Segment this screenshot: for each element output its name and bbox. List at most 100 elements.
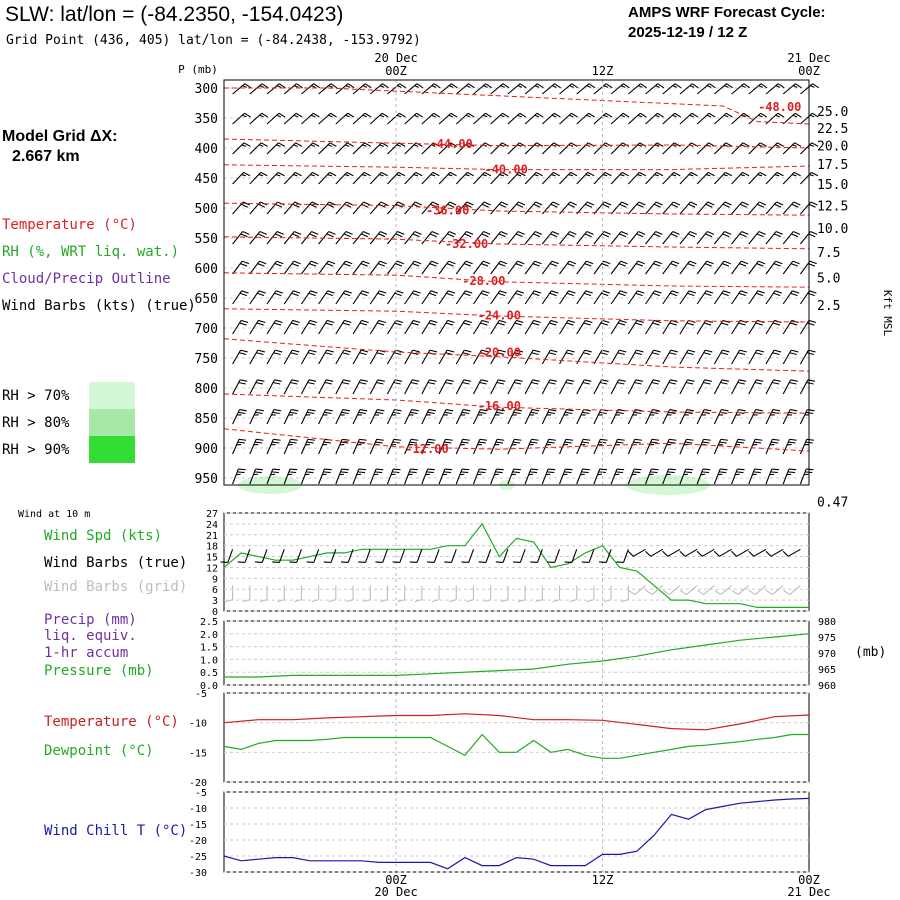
barb-feather [288,471,297,474]
wind-barb [318,468,332,485]
barb-feather [220,561,228,564]
pressure-tick-label: 650 [195,292,218,307]
barb-feather [359,409,368,412]
barb-feather [396,144,402,147]
barb-feather [481,349,489,353]
wind-barb [576,319,593,335]
barb-feather [775,114,780,118]
time-hour-label-bottom: 00Z [385,873,407,887]
barb-feather [446,263,454,267]
barb-feather [686,352,694,356]
barb-feather [295,142,303,147]
barb-feather [582,381,591,385]
barb-staff [524,468,532,485]
surface-wind-barb-true [426,549,440,564]
barb-feather [549,263,558,267]
wind-barb [541,112,561,125]
barb-feather [462,381,470,385]
barb-feather [395,319,404,324]
surface-wind-barb-grid [517,585,526,603]
barb-feather [461,411,470,415]
barb-feather [398,142,406,147]
barb-feather [755,322,763,326]
barb-staff [799,290,810,305]
wind-barb [748,319,765,335]
pressure-tick-label: 980 [818,617,836,628]
wind-barb [662,112,682,125]
barb-staff [232,290,243,305]
barb-feather [342,438,350,441]
barb-staff [261,549,268,563]
barb-staff [249,320,259,335]
barb-staff [318,468,325,485]
barb-feather [583,292,592,297]
barb-feather [243,171,251,177]
barb-feather [635,379,644,382]
barb-feather [775,231,783,235]
wind-barb [490,231,508,245]
barb-feather [239,379,248,382]
barb-feather [599,411,607,415]
barb-feather [807,409,815,412]
barb-staff [455,468,463,485]
barb-staff [731,468,738,485]
barb-feather [377,322,385,326]
barb-feather [293,260,301,265]
barb-feather [535,599,543,603]
barb-feather [669,292,678,297]
barb-feather [463,379,471,382]
barb-staff [490,201,502,215]
pressure-tick-label: 400 [195,142,218,157]
wind-barb [593,83,613,95]
barb-feather [668,381,677,385]
barb-feather [309,203,317,208]
barb-feather [599,561,607,564]
barb-staff [468,549,475,563]
barb-feather [552,231,560,235]
barb-feather [790,409,798,412]
barb-feather [689,114,694,118]
barb-staff [748,260,759,275]
barb-feather [534,114,540,118]
wind-barb [576,112,596,125]
barb-feather [738,292,747,297]
barb-feather [739,233,747,238]
barb-feather [517,114,522,118]
barb-feather [654,174,659,177]
precip-tick-label: 0.0 [200,681,218,692]
barb-feather [465,290,473,294]
barb-feather [328,231,336,235]
barb-feather [240,349,248,353]
barb-feather [292,319,300,324]
wind-barb [369,171,388,185]
wind-barb [369,290,387,305]
barb-feather [399,112,406,118]
barb-feather [308,263,317,267]
barb-staff [244,549,251,563]
barb-staff [404,379,413,395]
barb-feather [312,171,320,177]
barb-feather [330,112,337,118]
wind-barb [696,201,715,215]
wind-barb [645,142,664,155]
barb-feather [771,381,780,385]
barb-feather [431,231,439,235]
barb-feather [789,352,797,356]
surface-wind-barb-true [409,549,423,564]
barb-feather [618,292,626,297]
wind-barb [524,83,544,95]
wind-barb [748,260,766,275]
barb-staff [404,468,411,485]
barb-staff [352,379,361,395]
wind-barb [473,171,492,185]
barb-feather [427,468,435,471]
barb-feather [567,203,575,208]
barb-staff [753,548,767,557]
barb-feather [674,112,682,118]
barb-staff [593,379,602,395]
wind-barb [232,468,246,485]
barb-feather [449,201,457,206]
wind-barb [249,142,268,155]
wind-barb [559,349,575,365]
barb-feather [358,381,367,385]
